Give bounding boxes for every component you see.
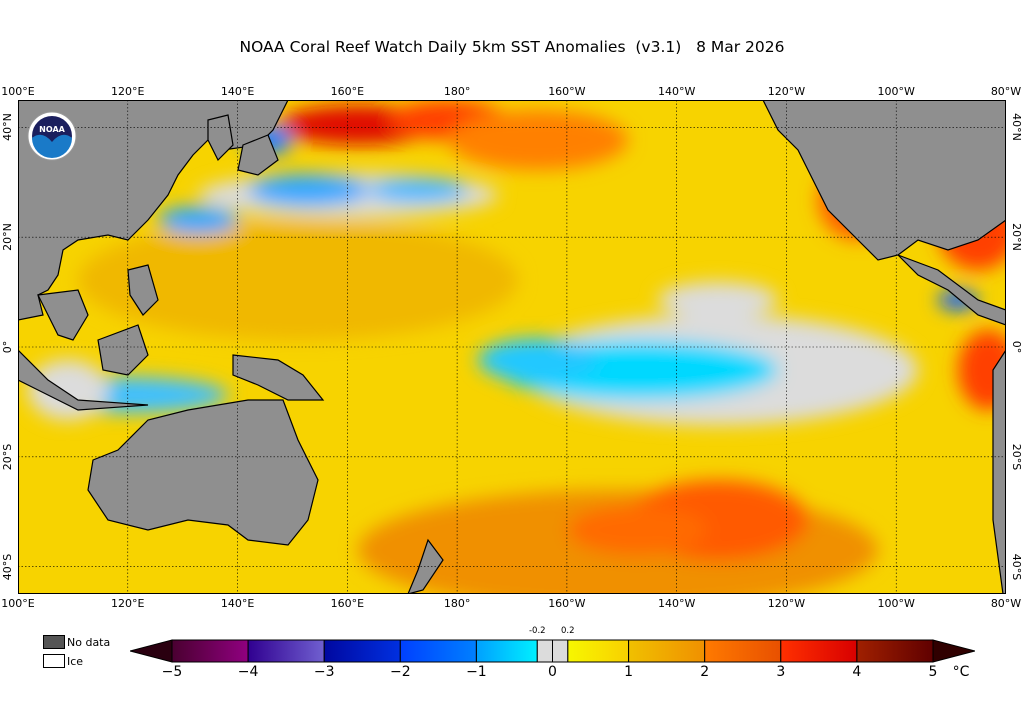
lon-label-top: 180° [443, 85, 471, 98]
graticule [18, 100, 1006, 594]
sst-anomaly-map: NOAA [18, 100, 1006, 594]
colorbar-tick-label: 4 [852, 664, 862, 680]
colorbar-segment [856, 639, 934, 663]
lat-label-right: 20°S [1010, 443, 1023, 471]
korea-japan [207, 114, 279, 176]
lon-label-top: 80°W [990, 85, 1022, 98]
indochina [37, 289, 89, 341]
lon-label-bottom: 100°E [1, 597, 35, 610]
colorbar-tick-label: −2 [389, 664, 411, 680]
colorbar-tick-label: 0 [548, 664, 557, 680]
lon-label-top: 100°E [1, 85, 35, 98]
colorbar-outline [171, 639, 934, 663]
colorbar-tick-label: 5 [928, 664, 938, 680]
colorbar-unit-label: °C [952, 664, 970, 680]
lon-label-bottom: 160°W [548, 597, 586, 610]
colorbar-segment [323, 639, 401, 663]
north-america [762, 100, 1006, 261]
colorbar [130, 639, 975, 663]
lat-label-left: 40°N [1, 113, 14, 142]
lon-label-bottom: 120°E [111, 597, 145, 610]
colorbar-segment [171, 639, 249, 663]
lon-label-top: 160°W [548, 85, 586, 98]
colorbar-segment [475, 639, 538, 663]
colorbar-tick-label: 3 [776, 664, 786, 680]
lon-label-bottom: 140°E [220, 597, 255, 610]
colorbar-small-tick-label: 0.2 [560, 626, 575, 636]
new-zealand [407, 538, 444, 594]
south-america [992, 348, 1006, 594]
lat-label-left: 0° [1, 340, 14, 354]
lat-label-left: 20°N [1, 223, 14, 252]
no-data-label: No data [67, 636, 111, 649]
lon-label-bottom: 160°E [330, 597, 365, 610]
lat-label-right: 20°N [1010, 223, 1023, 252]
ice-label: Ice [67, 655, 84, 668]
noaa-logo: NOAA [27, 111, 77, 161]
australia [87, 399, 319, 546]
ice-swatch [43, 654, 65, 668]
sumatra-java [18, 349, 149, 411]
lon-label-bottom: 180° [443, 597, 471, 610]
lon-label-top: 100°W [877, 85, 915, 98]
colorbar-tick-label: 2 [700, 664, 710, 680]
lon-label-top: 120°W [767, 85, 806, 98]
philippines [127, 264, 159, 316]
lat-label-right: 0° [1010, 340, 1023, 354]
colorbar-min-extend [130, 639, 173, 663]
colorbar-segment [628, 639, 706, 663]
lon-label-top: 140°E [220, 85, 255, 98]
noaa-logo-text: NOAA [39, 125, 65, 134]
lon-label-top: 140°W [657, 85, 696, 98]
colorbar-tick-label: −3 [313, 664, 335, 680]
map-frame [18, 100, 1006, 594]
lon-label-top: 120°E [111, 85, 145, 98]
colorbar-segment [704, 639, 782, 663]
lat-label-left: 40°S [1, 553, 14, 580]
new-guinea [232, 354, 325, 401]
lon-label-top: 160°E [330, 85, 365, 98]
lat-label-left: 20°S [1, 443, 14, 471]
no-data-swatch [43, 635, 65, 649]
colorbar-tick-label: −1 [466, 664, 487, 680]
lon-label-bottom: 80°W [990, 597, 1022, 610]
colorbar-tick-label: −5 [161, 664, 183, 680]
lon-label-bottom: 120°W [767, 597, 806, 610]
colorbar-segment [567, 639, 630, 663]
lon-label-bottom: 100°W [877, 597, 915, 610]
borneo [97, 324, 149, 376]
colorbar-tick-label: 1 [624, 664, 634, 680]
land-masses [18, 100, 1006, 594]
colorbar-tick-label: −4 [237, 664, 259, 680]
lon-label-bottom: 140°W [657, 597, 696, 610]
colorbar-small-tick-label: -0.2 [528, 626, 546, 636]
lat-label-right: 40°S [1010, 553, 1023, 580]
lat-label-right: 40°N [1010, 113, 1023, 142]
map-title: NOAA Coral Reef Watch Daily 5km SST Anom… [239, 38, 785, 56]
central-america [897, 254, 1006, 326]
colorbar-segment [247, 639, 325, 663]
colorbar-segment [780, 639, 858, 663]
colorbar-max-extend [932, 639, 975, 663]
colorbar-segment [399, 639, 477, 663]
